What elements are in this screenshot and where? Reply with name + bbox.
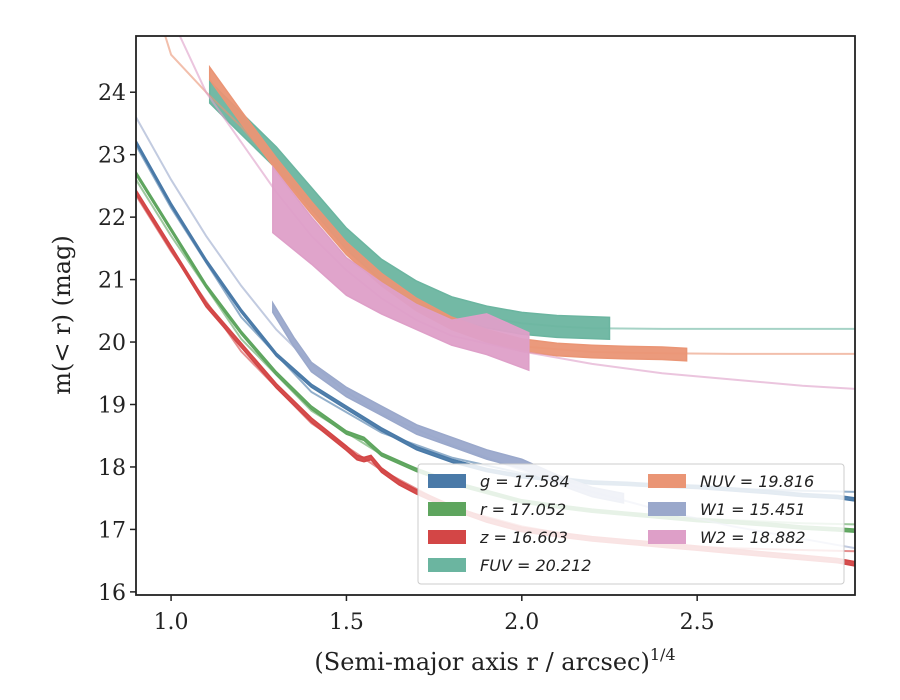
legend-swatch-r [428, 502, 466, 516]
series-nuv-model-line [154, 0, 856, 354]
legend-swatch-g [428, 474, 466, 488]
legend-label-r: r = 17.052 [480, 500, 566, 519]
y-axis: 16 17 18 19 20 21 22 23 24 [98, 81, 136, 606]
y-tick-label: 20 [98, 331, 126, 356]
legend-swatch-z [428, 530, 466, 544]
legend-swatch-fuv [428, 558, 466, 572]
x-axis: 1.0 1.5 2.0 2.5 [154, 595, 715, 635]
legend-label-nuv: NUV = 19.816 [700, 472, 814, 491]
x-axis-label-exponent: 1/4 [650, 645, 676, 664]
legend-label-z: z = 16.603 [479, 528, 568, 547]
x-axis-label: (Semi-major axis r / arcsec)1/4 [314, 645, 675, 676]
x-axis-label-text: (Semi-major axis r / arcsec) [314, 648, 649, 676]
x-tick-label: 2.5 [680, 610, 715, 635]
y-tick-label: 18 [98, 456, 126, 481]
legend-label-fuv: FUV = 20.212 [480, 556, 591, 575]
legend-label-w2: W2 = 18.882 [700, 528, 806, 547]
x-tick-label: 2.0 [504, 610, 539, 635]
y-tick-label: 17 [98, 518, 126, 543]
y-tick-label: 21 [98, 269, 126, 294]
y-tick-label: 24 [98, 81, 126, 106]
chart: 1.0 1.5 2.0 2.5 16 17 18 19 20 21 22 23 24 (Semi-ma… [0, 0, 900, 700]
legend-label-w1: W1 = 15.451 [700, 500, 806, 519]
legend-label-g: g = 17.584 [480, 472, 570, 491]
legend-swatch-nuv [648, 474, 686, 488]
legend-swatch-w2 [648, 530, 686, 544]
x-tick-label: 1.5 [329, 610, 364, 635]
y-tick-label: 19 [98, 394, 126, 419]
legend-swatch-w1 [648, 502, 686, 516]
y-tick-label: 16 [98, 581, 126, 606]
x-tick-label: 1.0 [154, 610, 189, 635]
y-axis-label: m(< r) (mag) [48, 235, 76, 394]
y-tick-label: 23 [98, 144, 126, 169]
y-tick-label: 22 [98, 206, 126, 231]
legend: g = 17.584 r = 17.052 z = 16.603 FUV = 20.2… [418, 464, 844, 584]
